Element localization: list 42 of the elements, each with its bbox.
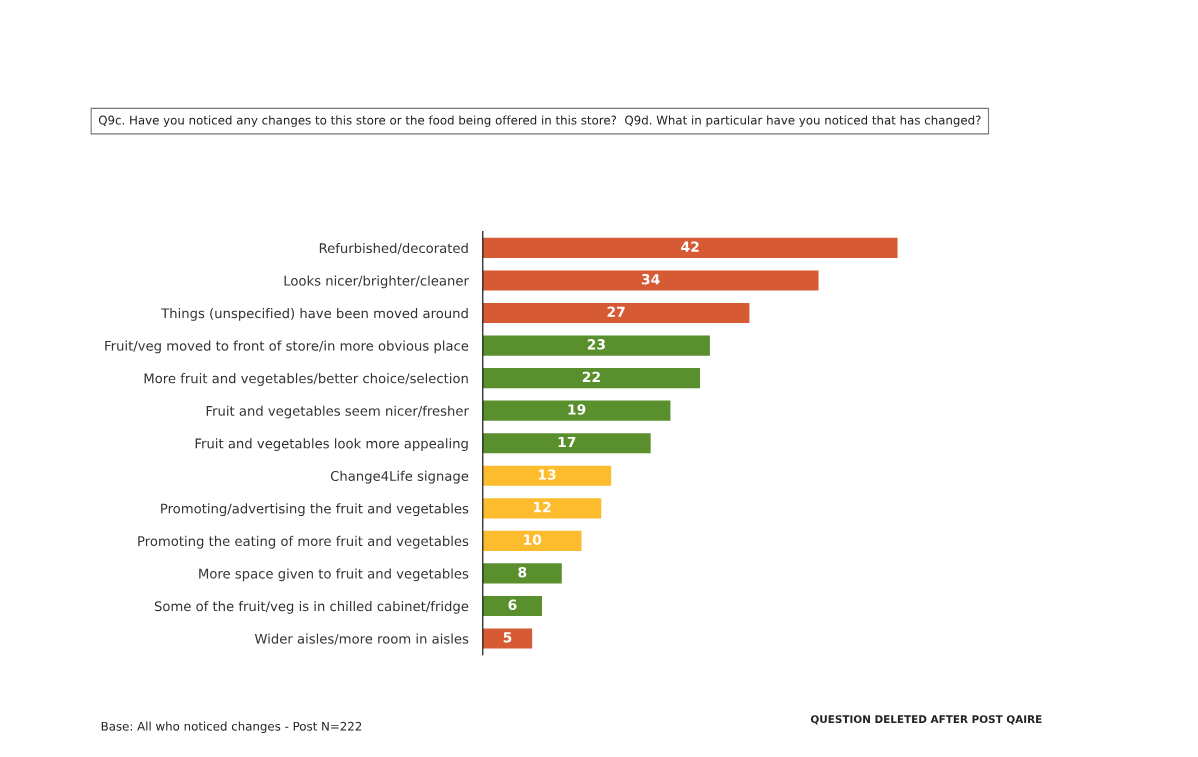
text: QUESTION DELETED AFTER POST QAIRE xyxy=(810,715,1042,725)
data-label: 6 xyxy=(508,599,517,611)
y-tick-label: Fruit and vegetables look more appealing xyxy=(195,438,468,451)
bar xyxy=(482,368,701,389)
bar xyxy=(482,628,533,649)
data-label: 5 xyxy=(503,632,512,643)
chart-title: Q9c. Have you noticed any changes to this store or the food being offered in this store? Q9d. What in particular have you noticed that has changed? xyxy=(98,115,981,127)
bar xyxy=(482,498,602,519)
data-label: 42 xyxy=(681,241,699,252)
data-label: 23 xyxy=(587,339,605,350)
bar xyxy=(482,563,562,584)
y-tick-label: Change4Life signage xyxy=(330,470,469,484)
data-label: 22 xyxy=(582,371,600,382)
bar xyxy=(482,302,750,324)
bar xyxy=(482,530,582,551)
bar xyxy=(482,335,710,356)
y-tick-label: Some of the fruit/veg is in chilled cabinet/fridge xyxy=(154,600,469,614)
y-tick-label: Fruit/veg moved to front of store/in more obvious place xyxy=(105,340,469,354)
y-tick-label: Promoting/advertising the fruit and vegetables xyxy=(161,503,469,517)
y-tick-label: More space given to fruit and vegetables xyxy=(199,568,469,582)
bar xyxy=(482,595,543,617)
y-tick-label: Looks nicer/brighter/cleaner xyxy=(284,275,469,289)
y-tick-label: More fruit and vegetables/better choice/selection xyxy=(144,373,468,386)
data-label: 19 xyxy=(568,404,586,415)
data-label: 17 xyxy=(558,436,576,448)
y-tick-label: Fruit and vegetables seem nicer/fresher xyxy=(206,405,469,419)
y-tick-label: Refurbished/decorated xyxy=(319,242,468,255)
data-label: 8 xyxy=(518,566,527,578)
y-tick-label: Things (unspecified) have been moved around xyxy=(161,308,468,321)
text: Base: All who noticed changes - Post N=222 xyxy=(101,721,362,733)
data-label: 12 xyxy=(533,501,551,513)
y-tick-label: Promoting the eating of more fruit and vegetables xyxy=(138,535,469,549)
data-label: 10 xyxy=(524,534,542,545)
bar xyxy=(482,237,898,259)
bar xyxy=(482,400,671,421)
bar xyxy=(482,433,651,454)
data-label: 13 xyxy=(538,469,556,480)
data-label: 34 xyxy=(641,273,660,285)
data-label: 27 xyxy=(607,306,625,317)
bar xyxy=(482,465,612,486)
y-tick-label: Wider aisles/more room in aisles xyxy=(254,633,469,645)
bar xyxy=(482,270,819,291)
